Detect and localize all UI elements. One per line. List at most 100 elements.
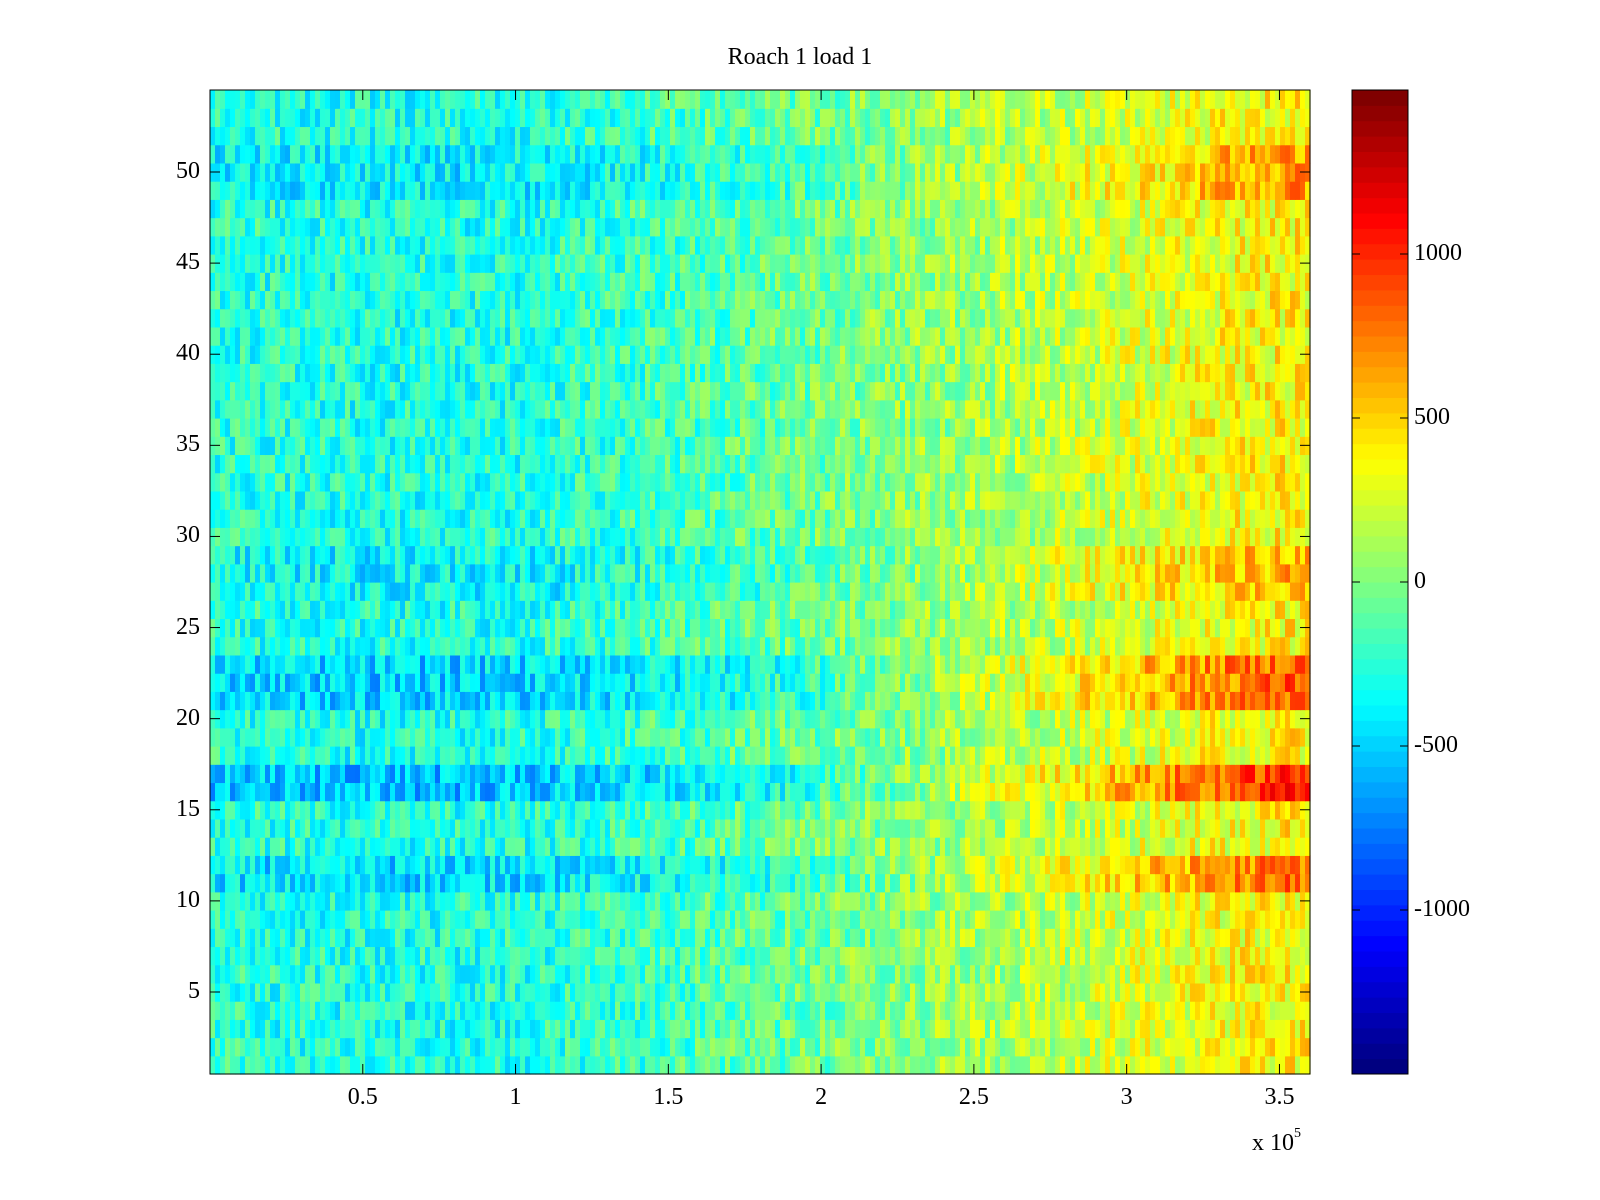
heatmap-cell xyxy=(1030,818,1036,838)
heatmap-cell xyxy=(845,746,851,765)
heatmap-cell xyxy=(735,928,741,948)
heatmap-cell xyxy=(300,873,306,893)
heatmap-cell xyxy=(865,818,871,838)
heatmap-cell xyxy=(325,837,331,856)
heatmap-cell xyxy=(510,1019,516,1039)
heatmap-cell xyxy=(460,946,466,966)
heatmap-cell xyxy=(1050,873,1056,893)
heatmap-cell xyxy=(340,1055,346,1075)
heatmap-cell xyxy=(345,746,351,765)
heatmap-cell xyxy=(645,982,651,1002)
heatmap-cell xyxy=(265,837,271,856)
heatmap-cell xyxy=(1285,855,1291,875)
heatmap-cell xyxy=(395,709,401,729)
heatmap-cell xyxy=(950,873,956,893)
heatmap-cell xyxy=(1075,727,1081,747)
heatmap-cell xyxy=(605,673,611,692)
heatmap-cell xyxy=(1295,1001,1301,1020)
heatmap-cell xyxy=(1145,800,1151,820)
heatmap-cell xyxy=(1140,709,1146,729)
heatmap-cell xyxy=(1010,910,1016,929)
heatmap-cell xyxy=(1295,727,1301,747)
heatmap-cell xyxy=(855,873,861,893)
heatmap-cell xyxy=(1035,1019,1041,1039)
heatmap-cell xyxy=(655,1019,661,1039)
heatmap-cell xyxy=(260,691,266,711)
heatmap-cell xyxy=(995,746,1001,765)
heatmap-cell xyxy=(1180,818,1186,838)
heatmap-cell xyxy=(905,891,911,911)
heatmap-cell xyxy=(1195,691,1201,711)
heatmap-cell xyxy=(850,928,856,948)
heatmap-cell xyxy=(1245,946,1251,966)
heatmap-cell xyxy=(975,818,981,838)
heatmap-cell xyxy=(810,855,816,875)
heatmap-cell xyxy=(785,818,791,838)
heatmap-cell xyxy=(1035,964,1041,984)
heatmap-cell xyxy=(740,1001,746,1020)
heatmap-cell xyxy=(805,654,811,674)
heatmap-cell xyxy=(1060,709,1066,729)
heatmap-cell xyxy=(1215,1037,1221,1057)
heatmap-cell xyxy=(805,727,811,747)
heatmap-cell xyxy=(935,910,941,929)
heatmap-cell xyxy=(940,891,946,911)
heatmap-cell xyxy=(380,654,386,674)
heatmap-cell xyxy=(695,1001,701,1020)
heatmap-cell xyxy=(955,782,961,802)
heatmap-cell xyxy=(1140,1001,1146,1020)
heatmap-cell xyxy=(355,800,361,820)
heatmap-cell xyxy=(985,1055,991,1075)
heatmap-cell xyxy=(940,1019,946,1039)
heatmap-cell xyxy=(725,837,731,856)
heatmap-cell xyxy=(1210,727,1216,747)
heatmap-cell xyxy=(1000,891,1006,911)
heatmap-cell xyxy=(850,964,856,984)
heatmap-cell xyxy=(330,1019,336,1039)
heatmap-cell xyxy=(1255,1037,1261,1057)
heatmap-cell xyxy=(210,746,216,765)
heatmap-cell xyxy=(305,982,311,1002)
heatmap-cell xyxy=(520,873,526,893)
heatmap-cell xyxy=(1300,1001,1306,1020)
heatmap-cell xyxy=(725,727,731,747)
heatmap-cell xyxy=(605,910,611,929)
heatmap-cell xyxy=(300,837,306,856)
heatmap-cell xyxy=(330,982,336,1002)
heatmap-cell xyxy=(1230,964,1236,984)
heatmap-cell xyxy=(855,691,861,711)
heatmap-cell xyxy=(1245,1001,1251,1020)
heatmap-cell xyxy=(765,1055,771,1075)
heatmap-cell xyxy=(1195,746,1201,765)
heatmap-cell xyxy=(905,837,911,856)
heatmap-cell xyxy=(440,855,446,875)
heatmap-cell xyxy=(915,746,921,765)
heatmap-cell xyxy=(1055,727,1061,747)
heatmap-cell xyxy=(855,746,861,765)
heatmap-cell xyxy=(460,691,466,711)
heatmap-cell xyxy=(1005,1001,1011,1020)
heatmap-cell xyxy=(835,691,841,711)
heatmap-cell xyxy=(415,855,421,875)
heatmap-cell xyxy=(810,946,816,966)
heatmap-cell xyxy=(395,1055,401,1075)
heatmap-cell xyxy=(820,764,826,784)
heatmap-cell xyxy=(540,673,546,692)
heatmap-cell xyxy=(365,982,371,1002)
heatmap-cell xyxy=(390,855,396,875)
heatmap-cell xyxy=(1185,1001,1191,1020)
heatmap-cell xyxy=(210,837,216,856)
heatmap-cell xyxy=(1265,818,1271,838)
heatmap-cell xyxy=(845,1055,851,1075)
heatmap-cell xyxy=(1145,1055,1151,1075)
heatmap-cell xyxy=(465,964,471,984)
heatmap-cell xyxy=(565,818,571,838)
heatmap-cell xyxy=(345,1019,351,1039)
heatmap-cell xyxy=(1095,764,1101,784)
heatmap-cell xyxy=(1015,1001,1021,1020)
heatmap-cell xyxy=(1175,691,1181,711)
heatmap-cell xyxy=(555,727,561,747)
heatmap-cell xyxy=(1025,910,1031,929)
heatmap-cell xyxy=(895,727,901,747)
heatmap-cell xyxy=(330,782,336,802)
